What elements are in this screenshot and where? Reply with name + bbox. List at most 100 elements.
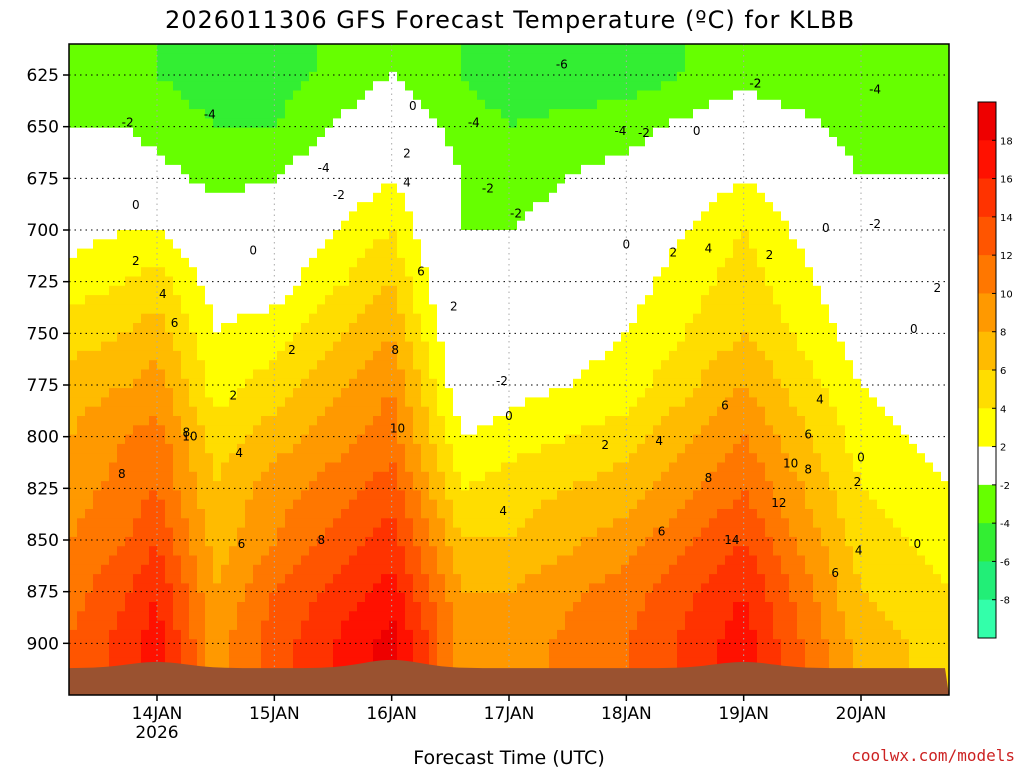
temperature-cell: [277, 295, 286, 305]
temperature-cell: [365, 276, 374, 287]
temperature-cell: [125, 90, 134, 101]
temperature-cell: [93, 109, 102, 119]
temperature-cell: [493, 276, 502, 287]
temperature-cell: [581, 230, 590, 240]
temperature-cell: [613, 564, 622, 575]
temperature-cell: [485, 555, 494, 566]
temperature-cell: [565, 220, 574, 231]
temperature-cell: [77, 546, 86, 557]
temperature-cell: [365, 239, 374, 250]
temperature-cell: [261, 481, 270, 491]
temperature-cell: [469, 341, 478, 352]
temperature-cell: [205, 230, 214, 240]
temperature-cell: [293, 332, 302, 343]
temperature-cell: [229, 295, 238, 305]
temperature-cell: [197, 99, 206, 110]
temperature-cell: [453, 248, 462, 259]
temperature-cell: [621, 127, 630, 138]
temperature-cell: [637, 248, 646, 259]
temperature-cell: [373, 406, 382, 417]
temperature-cell: [429, 211, 438, 222]
temperature-cell: [149, 71, 158, 82]
temperature-cell: [501, 397, 510, 408]
temperature-cell: [405, 146, 414, 157]
temperature-cell: [541, 257, 550, 268]
temperature-cell: [157, 109, 166, 119]
temperature-cell: [453, 323, 462, 333]
temperature-cell: [85, 462, 94, 473]
temperature-cell: [309, 267, 318, 278]
temperature-cell: [461, 564, 470, 575]
temperature-cell: [581, 499, 590, 510]
temperature-cell: [501, 267, 510, 278]
temperature-cell: [437, 90, 446, 101]
temperature-cell: [533, 127, 542, 138]
temperature-cell: [141, 602, 150, 612]
temperature-cell: [293, 220, 302, 231]
temperature-cell: [365, 388, 374, 398]
temperature-cell: [325, 629, 334, 640]
temperature-cell: [493, 378, 502, 389]
temperature-cell: [589, 518, 598, 529]
temperature-cell: [565, 109, 574, 119]
temperature-cell: [93, 592, 102, 603]
temperature-cell: [373, 248, 382, 259]
temperature-cell: [77, 44, 86, 54]
temperature-cell: [333, 490, 342, 501]
temperature-cell: [245, 53, 254, 64]
temperature-cell: [413, 350, 422, 361]
temperature-cell: [541, 211, 550, 222]
temperature-cell: [197, 462, 206, 473]
temperature-cell: [597, 490, 606, 501]
temperature-cell: [381, 629, 390, 640]
temperature-cell: [149, 378, 158, 389]
temperature-cell: [141, 378, 150, 389]
temperature-cell: [485, 611, 494, 622]
temperature-cell: [565, 388, 574, 398]
temperature-cell: [429, 555, 438, 566]
temperature-cell: [581, 462, 590, 473]
temperature-cell: [197, 239, 206, 250]
temperature-cell: [189, 211, 198, 222]
temperature-cell: [133, 239, 142, 250]
temperature-cell: [141, 192, 150, 203]
temperature-cell: [629, 518, 638, 529]
temperature-cell: [165, 453, 174, 464]
temperature-cell: [549, 164, 558, 175]
temperature-cell: [597, 555, 606, 566]
temperature-cell: [581, 369, 590, 380]
temperature-cell: [557, 211, 566, 222]
temperature-cell: [269, 462, 278, 473]
temperature-cell: [477, 611, 486, 622]
temperature-cell: [421, 71, 430, 82]
temperature-cell: [245, 555, 254, 566]
temperature-cell: [453, 109, 462, 119]
temperature-cell: [197, 313, 206, 324]
temperature-cell: [333, 592, 342, 603]
temperature-cell: [77, 230, 86, 240]
temperature-cell: [461, 44, 470, 54]
temperature-cell: [133, 211, 142, 222]
temperature-cell: [221, 62, 230, 73]
temperature-cell: [445, 350, 454, 361]
temperature-cell: [621, 648, 630, 659]
temperature-cell: [101, 453, 110, 464]
temperature-cell: [237, 109, 246, 119]
temperature-cell: [605, 248, 614, 259]
temperature-cell: [349, 146, 358, 157]
temperature-cell: [85, 369, 94, 380]
temperature-cell: [413, 536, 422, 547]
temperature-cell: [629, 257, 638, 268]
temperature-cell: [181, 425, 190, 436]
temperature-cell: [133, 527, 142, 538]
temperature-cell: [229, 220, 238, 231]
temperature-cell: [269, 518, 278, 529]
temperature-cell: [165, 602, 174, 612]
temperature-cell: [589, 248, 598, 259]
temperature-cell: [557, 81, 566, 92]
temperature-cell: [485, 164, 494, 175]
temperature-cell: [533, 453, 542, 464]
temperature-cell: [445, 397, 454, 408]
temperature-cell: [557, 592, 566, 603]
temperature-cell: [405, 388, 414, 398]
